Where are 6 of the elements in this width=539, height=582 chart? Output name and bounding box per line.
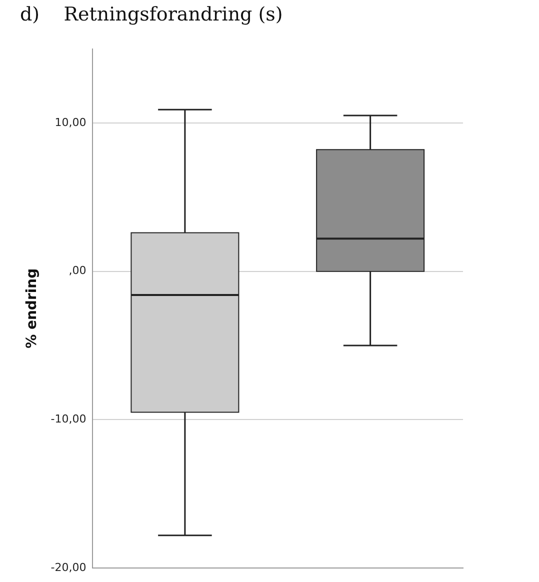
y-tick-label: ,00	[68, 264, 86, 278]
y-tick-label: -10,00	[50, 412, 86, 426]
chart-title: d) Retningsforandring (s)	[20, 3, 283, 26]
y-tick-label: 10,00	[54, 116, 86, 129]
y-axis-title: % endring	[24, 268, 40, 348]
y-tick-label: -20,00	[50, 560, 86, 574]
